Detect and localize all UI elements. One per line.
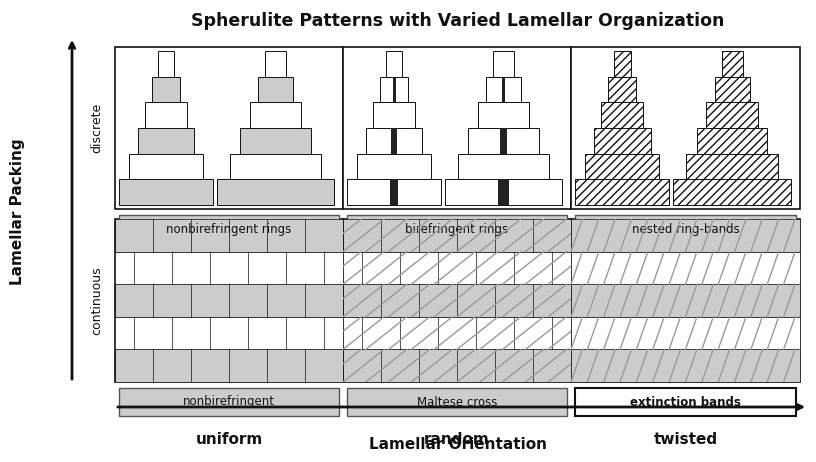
Bar <box>115 349 343 382</box>
Text: continuous: continuous <box>90 266 103 335</box>
Bar <box>119 388 339 416</box>
Text: Maltese cross: Maltese cross <box>417 395 497 408</box>
Bar <box>392 128 397 154</box>
Bar <box>258 77 293 103</box>
Text: twisted: twisted <box>654 432 717 448</box>
Bar <box>571 47 800 209</box>
Bar <box>385 51 402 77</box>
Text: Lamellar Orientation: Lamellar Orientation <box>369 437 547 452</box>
Bar <box>614 51 631 77</box>
Bar <box>380 77 408 103</box>
Text: random: random <box>424 432 490 448</box>
Bar <box>265 51 286 77</box>
Bar <box>571 219 800 382</box>
Bar <box>138 128 194 154</box>
Bar <box>486 77 521 103</box>
Bar <box>343 284 571 317</box>
Bar <box>575 388 796 416</box>
Bar <box>343 47 571 209</box>
Bar <box>115 252 343 284</box>
Text: nested ring-bands: nested ring-bands <box>632 223 739 236</box>
Bar <box>347 215 567 243</box>
Bar <box>502 77 505 103</box>
Bar <box>347 179 441 205</box>
Text: Spherulite Patterns with Varied Lamellar Organization: Spherulite Patterns with Varied Lamellar… <box>191 12 725 30</box>
Text: discrete: discrete <box>90 103 103 153</box>
Bar <box>575 179 669 205</box>
Bar <box>115 47 343 209</box>
Bar <box>575 215 796 243</box>
Bar <box>357 154 431 179</box>
Bar <box>152 77 180 103</box>
Bar <box>493 51 514 77</box>
Bar <box>343 252 571 284</box>
Text: extinction bands: extinction bands <box>630 395 741 408</box>
Bar <box>115 317 343 349</box>
Text: nonbirefringent rings: nonbirefringent rings <box>166 223 291 236</box>
Bar <box>697 128 767 154</box>
Bar <box>571 349 800 382</box>
Bar <box>500 128 507 154</box>
Bar <box>686 154 778 179</box>
Bar <box>230 154 321 179</box>
Bar <box>458 154 549 179</box>
Bar <box>571 284 800 317</box>
Bar <box>499 179 508 205</box>
Bar <box>601 103 643 128</box>
Bar <box>115 284 343 317</box>
Bar <box>241 128 311 154</box>
Text: Lamellar Packing: Lamellar Packing <box>11 139 25 286</box>
Bar <box>571 317 800 349</box>
Bar <box>250 103 301 128</box>
Bar <box>445 179 562 205</box>
Bar <box>715 77 750 103</box>
Text: nonbirefringent: nonbirefringent <box>183 395 275 408</box>
Bar <box>343 219 571 382</box>
Bar <box>119 215 339 243</box>
Bar <box>343 317 571 349</box>
Bar <box>585 154 659 179</box>
Bar <box>477 103 529 128</box>
Text: birefringent rings: birefringent rings <box>406 223 508 236</box>
Bar <box>119 179 213 205</box>
Bar <box>707 103 758 128</box>
Bar <box>571 219 800 382</box>
Bar <box>571 219 800 252</box>
Bar <box>571 252 800 284</box>
Bar <box>374 103 415 128</box>
Bar <box>594 128 650 154</box>
Bar <box>343 349 571 382</box>
Bar <box>157 51 175 77</box>
Bar <box>366 128 422 154</box>
Bar <box>608 77 636 103</box>
Bar <box>343 219 571 252</box>
Bar <box>392 77 396 103</box>
Bar <box>115 219 343 382</box>
Bar <box>721 51 743 77</box>
Text: uniform: uniform <box>195 432 263 448</box>
Bar <box>343 219 571 382</box>
Bar <box>347 388 567 416</box>
Bar <box>115 219 343 252</box>
Bar <box>145 103 187 128</box>
Bar <box>130 154 202 179</box>
Bar <box>468 128 539 154</box>
Bar <box>217 179 334 205</box>
Bar <box>115 219 343 382</box>
Bar <box>673 179 791 205</box>
Bar <box>390 179 398 205</box>
